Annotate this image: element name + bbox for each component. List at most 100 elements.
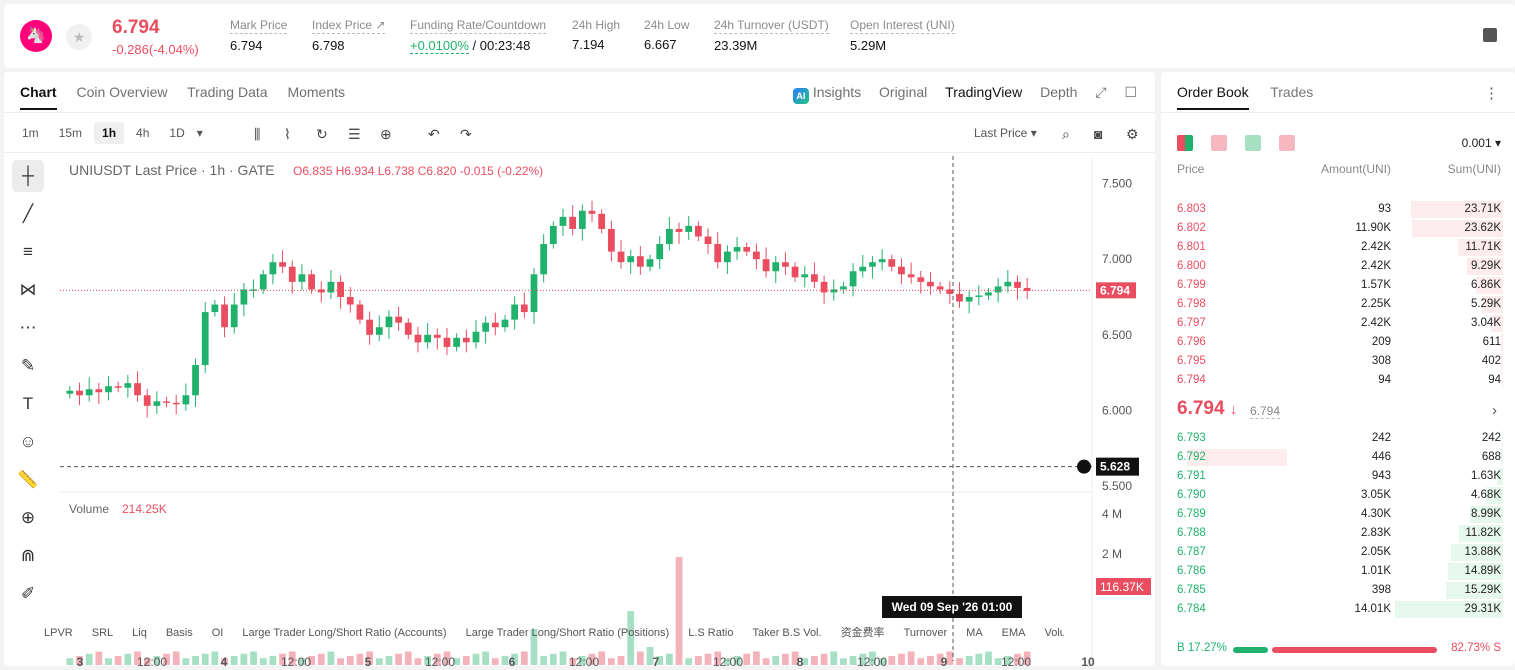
indicator-item[interactable]: L.S Ratio: [688, 627, 734, 639]
fib-icon[interactable]: ⋯: [19, 318, 37, 337]
volume-bar: [143, 658, 151, 665]
bid-row[interactable]: 6.792 446 688: [1177, 448, 1503, 467]
tab-trading-data[interactable]: Trading Data: [187, 84, 268, 100]
timeframe-4h[interactable]: 4h: [136, 126, 150, 140]
indicator-item[interactable]: MA: [966, 627, 983, 639]
tab-chart[interactable]: Chart: [20, 84, 57, 110]
candle-body: [530, 274, 538, 313]
chevron-right-icon[interactable]: ›: [1492, 402, 1497, 419]
indicator-item[interactable]: Turnover: [903, 627, 948, 639]
emoji-icon[interactable]: ☺: [19, 432, 37, 451]
timeframe-15m[interactable]: 15m: [58, 126, 83, 140]
candle-type-icon[interactable]: ⫼: [254, 126, 261, 142]
stat-label[interactable]: Open Interest (UNI): [850, 18, 955, 34]
bids-only-icon[interactable]: [1245, 135, 1261, 151]
brush-icon[interactable]: ✎: [20, 356, 36, 375]
tab-moments[interactable]: Moments: [287, 84, 346, 100]
timeframe-selector: 1m 15m 1h 4h 1D ▾: [14, 122, 207, 144]
ask-row[interactable]: 6.796 209 611: [1177, 333, 1503, 352]
more-icon[interactable]: ⋮: [1484, 85, 1499, 102]
candle-body: [317, 289, 325, 293]
indicator-item[interactable]: 资金费率: [840, 627, 885, 639]
bid-row[interactable]: 6.789 4.30K 8.99K: [1177, 505, 1503, 524]
indicator-item[interactable]: LPVR: [44, 627, 73, 639]
redo-icon[interactable]: ↷: [460, 126, 472, 142]
timeframe-1d[interactable]: 1D: [169, 126, 185, 140]
ask-row[interactable]: 6.799 1.57K 6.86K: [1177, 276, 1503, 295]
add-indicator-icon[interactable]: ⊕: [380, 126, 392, 142]
bid-row[interactable]: 6.785 398 15.29K: [1177, 581, 1503, 600]
magnet-icon[interactable]: ⋒: [20, 546, 36, 565]
ask-row[interactable]: 6.794 94 94: [1177, 371, 1503, 390]
tab-depth[interactable]: Depth: [1040, 84, 1078, 100]
indicator-item[interactable]: Basis: [165, 627, 193, 639]
x-tick-label: 8: [797, 655, 804, 666]
stat-label[interactable]: 24h Turnover (USDT): [714, 18, 829, 34]
text-icon[interactable]: T: [22, 394, 34, 413]
stat-label[interactable]: Funding Rate/Countdown: [410, 18, 547, 34]
precision-select[interactable]: 0.001 ▾: [1461, 136, 1501, 150]
indicator-item[interactable]: Taker B.S Vol.: [752, 627, 822, 639]
price-type-select[interactable]: Last Price ▾: [974, 126, 1037, 140]
trendline-icon[interactable]: ╱: [22, 204, 34, 223]
indicator-item[interactable]: EMA: [1001, 627, 1026, 639]
tab-tradingview[interactable]: TradingView: [945, 84, 1023, 100]
stat-24h-high: 24h High 7.194: [572, 18, 620, 52]
zoom-icon[interactable]: ⊕: [20, 508, 36, 527]
replay-icon[interactable]: ↻: [316, 126, 328, 142]
timeframe-1m[interactable]: 1m: [22, 126, 39, 140]
search-icon[interactable]: ⌕: [1062, 126, 1070, 142]
tab-coin-overview[interactable]: Coin Overview: [76, 84, 168, 100]
horizontal-lines-icon[interactable]: ≡: [23, 242, 33, 261]
tab-trades[interactable]: Trades: [1270, 84, 1314, 100]
both-sides-icon[interactable]: [1177, 135, 1193, 151]
bid-row[interactable]: 6.786 1.01K 14.89K: [1177, 562, 1503, 581]
undo-icon[interactable]: ↶: [428, 126, 440, 142]
indicator-item[interactable]: Large Trader Long/Short Ratio (Accounts): [242, 627, 447, 639]
price-chart[interactable]: 7.500 7.000 6.500 6.000 5.500 UNIUSDT Last Pr…: [60, 156, 1155, 666]
indicator-item[interactable]: Large Trader Long/Short Ratio (Positions…: [465, 627, 670, 639]
stat-label[interactable]: Mark Price: [230, 18, 288, 34]
chevron-down-icon[interactable]: ▾: [196, 126, 203, 140]
indicator-item[interactable]: OI: [211, 627, 224, 639]
bid-row[interactable]: 6.791 943 1.63K: [1177, 467, 1503, 486]
indicator-item[interactable]: Volu: [1044, 627, 1064, 639]
bid-row[interactable]: 6.793 242 242: [1177, 429, 1503, 448]
ask-row[interactable]: 6.797 2.42K 3.04K: [1177, 314, 1503, 333]
window-icon[interactable]: ☐: [1124, 84, 1137, 100]
candle-body: [1014, 281, 1021, 288]
asks-bids-icon[interactable]: [1279, 135, 1295, 151]
expand-icon[interactable]: ⤢: [1095, 84, 1107, 100]
header-amount: Amount(UNI): [1320, 162, 1391, 176]
tab-original[interactable]: Original: [879, 84, 928, 100]
pencil-icon[interactable]: ✐: [20, 584, 36, 603]
indicator-item[interactable]: Liq: [132, 627, 147, 639]
indicator-icon[interactable]: ⌇: [284, 126, 291, 142]
stat-label[interactable]: Index Price ↗: [312, 18, 386, 34]
favorite-star-icon[interactable]: ★: [66, 24, 92, 50]
ask-row[interactable]: 6.798 2.25K 5.29K: [1177, 295, 1503, 314]
bid-row[interactable]: 6.788 2.83K 11.82K: [1177, 524, 1503, 543]
indicator-item[interactable]: SRL: [91, 627, 114, 639]
ask-row[interactable]: 6.802 11.90K 23.62K: [1177, 219, 1503, 238]
volume-bar: [578, 656, 586, 665]
crosshair-icon[interactable]: ┼: [12, 160, 44, 192]
gear-icon[interactable]: ⚙: [1126, 126, 1139, 142]
pattern-icon[interactable]: ⋈: [19, 280, 37, 299]
ask-row[interactable]: 6.801 2.42K 11.71K: [1177, 238, 1503, 257]
template-icon[interactable]: ☰: [348, 126, 361, 142]
camera-icon[interactable]: ◙: [1094, 126, 1103, 142]
crosshair-price-tag: [1096, 457, 1139, 476]
bid-row[interactable]: 6.790 3.05K 4.68K: [1177, 486, 1503, 505]
book-icon[interactable]: [1483, 28, 1497, 42]
ask-row[interactable]: 6.795 308 402: [1177, 352, 1503, 371]
tab-order-book[interactable]: Order Book: [1177, 84, 1249, 110]
ask-row[interactable]: 6.803 93 23.71K: [1177, 200, 1503, 219]
timeframe-1h[interactable]: 1h: [94, 122, 125, 144]
ask-row[interactable]: 6.800 2.42K 9.29K: [1177, 257, 1503, 276]
bid-row[interactable]: 6.787 2.05K 13.88K: [1177, 543, 1503, 562]
asks-only-icon[interactable]: [1211, 135, 1227, 151]
tab-insights[interactable]: AI Insights: [779, 84, 861, 104]
bid-row[interactable]: 6.784 14.01K 29.31K: [1177, 600, 1503, 619]
ruler-icon[interactable]: 📏: [17, 470, 39, 489]
